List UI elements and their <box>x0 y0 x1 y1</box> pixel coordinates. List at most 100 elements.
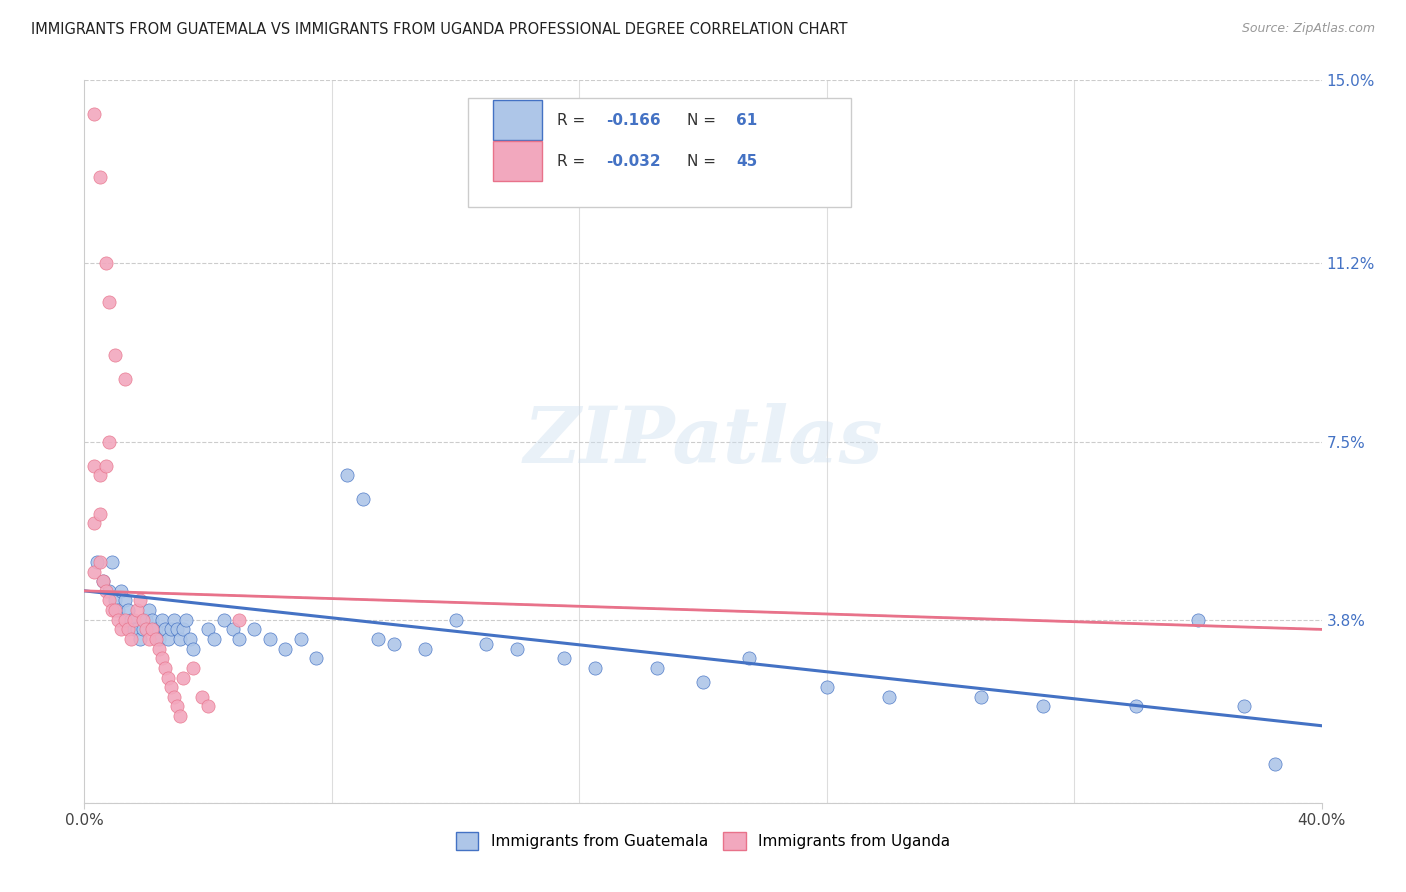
Point <box>156 632 179 646</box>
Point <box>117 603 139 617</box>
Point <box>86 555 108 569</box>
Point <box>120 613 142 627</box>
Point <box>104 603 127 617</box>
Point <box>197 699 219 714</box>
Point <box>506 641 529 656</box>
Point <box>135 623 157 637</box>
Point <box>141 623 163 637</box>
Point <box>114 372 136 386</box>
Point <box>181 661 204 675</box>
Point <box>98 593 121 607</box>
Point <box>1264 757 1286 772</box>
Point <box>110 583 132 598</box>
Point <box>367 632 389 646</box>
Point <box>91 574 114 589</box>
Point <box>83 107 105 121</box>
Point <box>172 671 194 685</box>
Point <box>91 574 114 589</box>
Point <box>107 613 129 627</box>
Point <box>191 690 214 704</box>
Point <box>117 623 139 637</box>
Point <box>202 632 225 646</box>
Point <box>89 507 111 521</box>
Point <box>94 583 117 598</box>
Point <box>413 641 436 656</box>
Text: Source: ZipAtlas.com: Source: ZipAtlas.com <box>1241 22 1375 36</box>
Point <box>122 623 145 637</box>
Text: 61: 61 <box>737 112 758 128</box>
Point <box>1233 699 1256 714</box>
Point <box>169 632 191 646</box>
Point <box>104 348 127 362</box>
Point <box>228 632 250 646</box>
Text: R =: R = <box>557 153 585 169</box>
Point <box>129 593 152 607</box>
Point <box>132 613 155 627</box>
Point <box>114 593 136 607</box>
Point <box>98 294 121 309</box>
Point <box>815 680 838 694</box>
Point <box>145 632 167 646</box>
Point <box>122 613 145 627</box>
Point <box>166 623 188 637</box>
Text: 45: 45 <box>737 153 758 169</box>
Point <box>153 661 176 675</box>
Point <box>160 680 183 694</box>
Point <box>179 632 201 646</box>
Point <box>645 661 668 675</box>
Point <box>475 637 498 651</box>
Point <box>305 651 328 665</box>
Point <box>104 593 127 607</box>
Point <box>114 613 136 627</box>
Point <box>83 516 105 531</box>
Text: -0.166: -0.166 <box>606 112 661 128</box>
Point <box>98 583 121 598</box>
Point <box>94 458 117 473</box>
Point <box>970 690 993 704</box>
Point <box>181 641 204 656</box>
Point <box>107 603 129 617</box>
Point <box>163 690 186 704</box>
Point <box>132 623 155 637</box>
Point <box>150 651 173 665</box>
Point <box>138 632 160 646</box>
Point <box>877 690 900 704</box>
Point <box>150 613 173 627</box>
Point <box>160 623 183 637</box>
Point <box>83 458 105 473</box>
Point <box>129 632 152 646</box>
Text: N =: N = <box>688 112 716 128</box>
Point <box>243 623 266 637</box>
Point <box>110 623 132 637</box>
Point <box>120 632 142 646</box>
Point <box>101 603 124 617</box>
Point <box>138 603 160 617</box>
Point <box>738 651 761 665</box>
Point <box>228 613 250 627</box>
Text: N =: N = <box>688 153 716 169</box>
Bar <box>492 141 543 181</box>
Point <box>583 661 606 675</box>
Point <box>148 632 170 646</box>
Point <box>94 256 117 270</box>
Point <box>553 651 575 665</box>
Point <box>222 623 245 637</box>
Point <box>259 632 281 646</box>
Point <box>444 613 467 627</box>
Point <box>125 603 148 617</box>
Point <box>98 434 121 449</box>
Point <box>274 641 297 656</box>
Point <box>1187 613 1209 627</box>
Point <box>89 555 111 569</box>
Point <box>163 613 186 627</box>
Text: -0.032: -0.032 <box>606 153 661 169</box>
Point <box>352 492 374 507</box>
Point <box>156 671 179 685</box>
Point <box>101 555 124 569</box>
Point <box>148 641 170 656</box>
Point <box>1125 699 1147 714</box>
Point <box>172 623 194 637</box>
Point <box>83 565 105 579</box>
Point <box>290 632 312 646</box>
Point <box>141 613 163 627</box>
